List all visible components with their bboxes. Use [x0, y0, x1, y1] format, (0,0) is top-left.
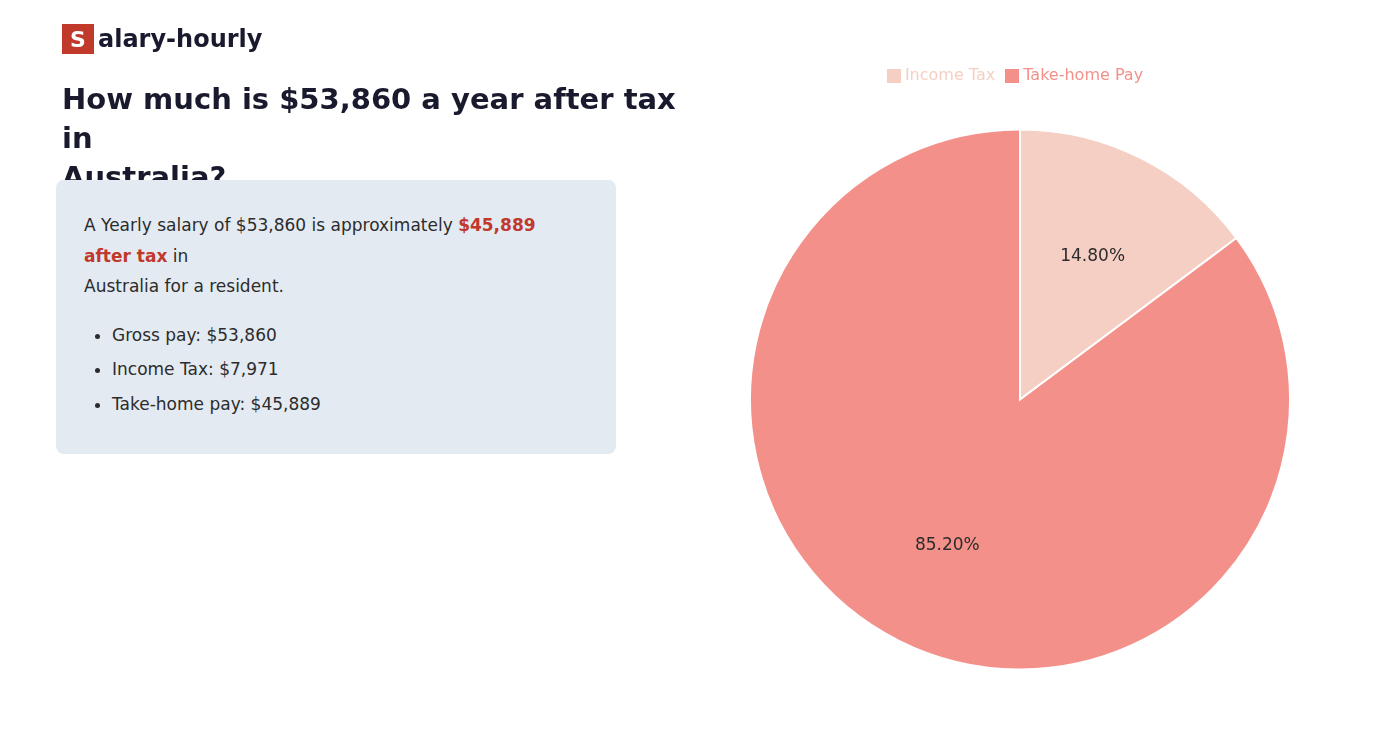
html-text:S: S	[70, 26, 86, 52]
svg-text:14.80%: 14.80%	[1060, 245, 1125, 265]
html-text:Australia for a resident.: Australia for a resident.	[84, 276, 284, 297]
html-text:Take-home pay: $45,889: Take-home pay: $45,889	[112, 394, 321, 414]
html-text:A Yearly salary of $53,860 is: A Yearly salary of $53,860 is approximat…	[84, 215, 542, 266]
html-text:Income Tax: $7,971: Income Tax: $7,971	[112, 359, 279, 380]
html-text:alary-hourly: alary-hourly	[98, 25, 263, 53]
html-text:Gross pay: $53,860: Gross pay: $53,860	[112, 324, 277, 345]
html-text:Income Tax: Income Tax	[904, 65, 996, 84]
svg-text:85.20%: 85.20%	[915, 534, 980, 554]
html-text:How much is $53,860 a year aft: How much is $53,860 a year after tax in …	[62, 82, 676, 195]
html-text:Take-home Pay: Take-home Pay	[1023, 65, 1144, 84]
